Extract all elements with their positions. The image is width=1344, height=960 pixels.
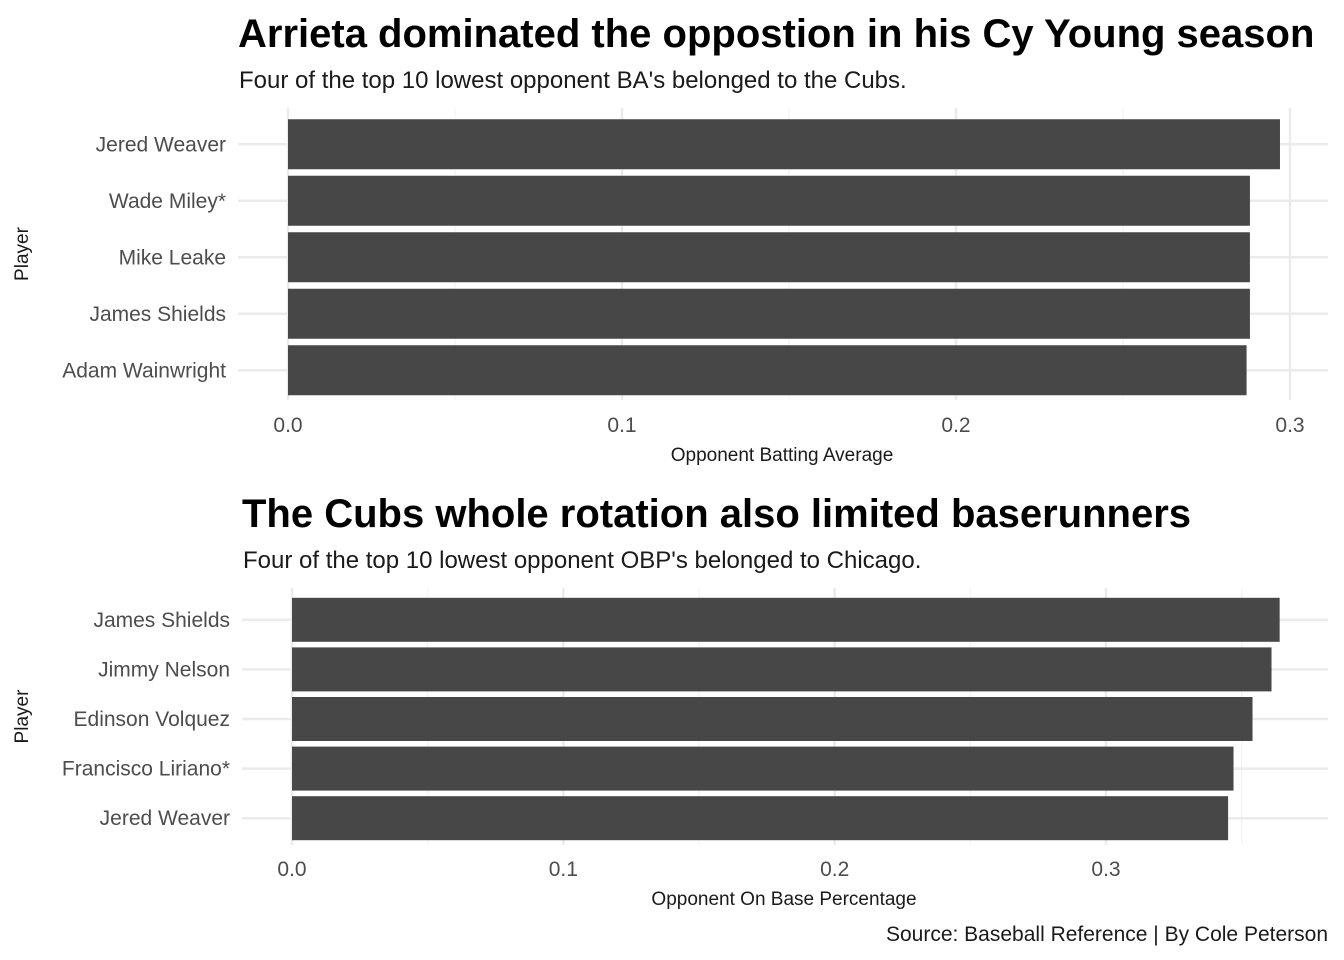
bar [288,288,1250,339]
bar [292,746,1234,791]
bar [288,175,1250,226]
x-tick-label: 0.1 [549,858,578,881]
bar [288,345,1247,396]
bar [288,232,1250,283]
y-category-label: James Shields [93,609,230,632]
ba-chart-panel: 0.0 0.1 0.2 0.3 Jered Weaver Wade Miley* Mike … [12,12,1328,466]
chart-title: Arrieta dominated the oppostion in his C… [238,12,1314,56]
x-tick-label: 0.0 [277,858,306,881]
bar [292,597,1280,642]
y-category-label: Mike Leake [119,246,226,269]
x-tick-label: 0.3 [1091,858,1120,881]
chart-title: The Cubs whole rotation also limited bas… [242,492,1191,536]
obp-chart-panel: 0.0 0.1 0.2 0.3 James Shields Jimmy Nelson Edi… [12,492,1328,910]
source-caption: Source: Baseball Reference | By Cole Pet… [886,923,1328,946]
x-tick-label: 0.3 [1275,414,1304,437]
y-category-label: Jimmy Nelson [98,658,230,681]
bar [292,647,1272,692]
y-category-label: Adam Wainwright [62,359,226,382]
y-category-label: Edinson Volquez [74,708,230,731]
bar [292,796,1229,841]
y-axis-label: Player [12,689,33,744]
x-tick-label: 0.2 [820,858,849,881]
x-tick-label: 0.2 [941,414,970,437]
bar [292,697,1253,741]
bar [288,119,1280,170]
x-tick-label: 0.0 [273,414,302,437]
y-category-label: Jered Weaver [100,807,230,830]
chart-subtitle: Four of the top 10 lowest opponent OBP's… [243,547,921,574]
x-axis-label: Opponent On Base Percentage [651,889,916,910]
y-category-label: Jered Weaver [96,133,226,156]
y-category-label: Francisco Liriano* [62,758,230,781]
x-axis-label: Opponent Batting Average [671,445,894,466]
chart-subtitle: Four of the top 10 lowest opponent BA's … [239,67,907,94]
y-axis-label: Player [12,226,33,281]
y-category-label: James Shields [89,303,226,326]
y-category-label: Wade Miley* [109,190,226,213]
x-tick-label: 0.1 [607,414,636,437]
